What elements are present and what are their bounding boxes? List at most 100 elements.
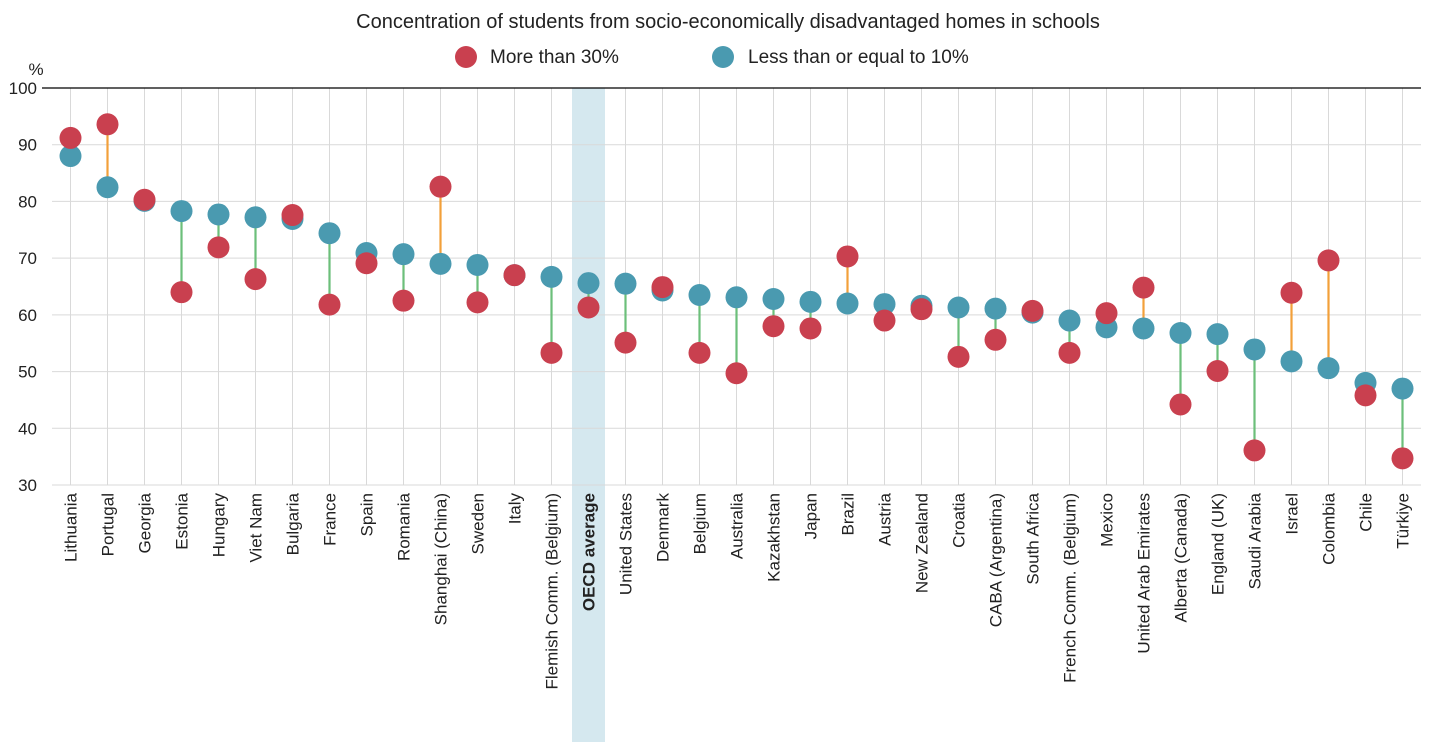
x-category-label: Australia xyxy=(728,492,747,559)
x-category-label: Austria xyxy=(876,492,895,545)
point-high-series xyxy=(947,345,970,368)
point-low-series xyxy=(984,297,1007,320)
point-low-series xyxy=(96,176,119,199)
point-high-series xyxy=(244,268,267,291)
x-category-label: Estonia xyxy=(173,492,192,549)
y-tick-label: 70 xyxy=(18,249,37,268)
x-category-label: Hungary xyxy=(210,493,229,558)
point-high-series xyxy=(836,245,859,268)
point-high-series xyxy=(1206,360,1229,383)
x-category-label: French Comm. (Belgium) xyxy=(1061,493,1080,683)
point-high-series xyxy=(96,113,119,136)
point-high-series xyxy=(1058,341,1081,364)
x-category-label: OECD average xyxy=(580,493,599,611)
x-category-label: Kazakhstan xyxy=(765,493,784,582)
x-category-label: Georgia xyxy=(136,492,155,553)
point-high-series xyxy=(1095,302,1118,325)
legend-label-low: Less than or equal to 10% xyxy=(748,47,969,68)
point-low-series xyxy=(1243,338,1266,361)
highlight-band xyxy=(572,88,605,742)
legend-label-high: More than 30% xyxy=(490,47,619,68)
x-category-label: Italy xyxy=(506,493,525,525)
point-low-series xyxy=(1132,317,1155,340)
point-low-series xyxy=(836,292,859,315)
x-category-label: Portugal xyxy=(99,493,118,556)
point-high-series xyxy=(133,188,156,211)
point-high-series xyxy=(540,341,563,364)
point-high-series xyxy=(318,293,341,316)
point-high-series xyxy=(1169,393,1192,416)
point-low-series xyxy=(244,206,267,229)
x-category-label: Brazil xyxy=(839,493,858,536)
legend-marker-high xyxy=(455,46,477,68)
point-high-series xyxy=(1021,299,1044,322)
x-category-label: Türkiye xyxy=(1394,493,1413,549)
x-category-label: Spain xyxy=(358,493,377,536)
point-high-series xyxy=(429,175,452,198)
point-low-series xyxy=(688,284,711,307)
point-high-series xyxy=(1243,439,1266,462)
point-low-series xyxy=(318,222,341,245)
point-high-series xyxy=(1354,384,1377,407)
point-low-series xyxy=(466,253,489,276)
point-low-series xyxy=(1391,377,1414,400)
point-high-series xyxy=(466,291,489,314)
point-low-series xyxy=(1317,357,1340,380)
x-category-label: South Africa xyxy=(1024,492,1043,584)
point-high-series xyxy=(1317,249,1340,272)
point-high-series xyxy=(59,126,82,149)
point-low-series xyxy=(725,286,748,309)
y-tick-label: 50 xyxy=(18,363,37,382)
y-tick-label: 40 xyxy=(18,419,37,438)
chart-title: Concentration of students from socio-eco… xyxy=(356,11,1100,33)
x-category-label: Viet Nam xyxy=(247,493,266,563)
x-category-label: Croatia xyxy=(950,492,969,547)
x-category-label: Sweden xyxy=(469,493,488,554)
x-category-label: Denmark xyxy=(654,493,673,562)
x-category-label: Shanghai (China) xyxy=(432,493,451,625)
y-tick-label: 90 xyxy=(18,136,37,155)
point-low-series xyxy=(207,203,230,226)
point-high-series xyxy=(762,315,785,338)
point-low-series xyxy=(170,200,193,223)
x-category-label: Chile xyxy=(1357,493,1376,532)
x-category-label: Mexico xyxy=(1098,493,1117,547)
x-category-label: France xyxy=(321,493,340,546)
x-category-label: Romania xyxy=(395,492,414,561)
point-low-series xyxy=(614,272,637,295)
y-tick-label: 30 xyxy=(18,476,37,495)
point-high-series xyxy=(799,317,822,340)
x-category-label: Israel xyxy=(1283,493,1302,535)
point-high-series xyxy=(281,204,304,227)
point-low-series xyxy=(873,293,896,316)
point-high-series xyxy=(170,281,193,304)
legend-marker-low xyxy=(712,46,734,68)
point-low-series xyxy=(1058,309,1081,332)
y-tick-label: 100 xyxy=(9,79,37,98)
x-category-label: Bulgaria xyxy=(284,492,303,555)
x-category-label: United Arab Emirates xyxy=(1135,493,1154,654)
point-high-series xyxy=(725,362,748,385)
point-high-series xyxy=(688,341,711,364)
point-high-series xyxy=(355,252,378,275)
x-category-label: Lithuania xyxy=(62,492,81,562)
point-high-series xyxy=(392,289,415,312)
x-category-label: Saudi Arabia xyxy=(1246,492,1265,589)
point-high-series xyxy=(651,276,674,299)
point-low-series xyxy=(59,145,82,168)
point-high-series xyxy=(984,328,1007,351)
point-low-series xyxy=(392,243,415,266)
point-high-series xyxy=(1280,281,1303,304)
y-tick-label: 80 xyxy=(18,192,37,211)
point-low-series xyxy=(577,272,600,295)
x-category-label: CABA (Argentina) xyxy=(987,493,1006,627)
point-low-series xyxy=(1206,323,1229,346)
point-low-series xyxy=(947,296,970,319)
point-high-series xyxy=(503,264,526,287)
point-high-series xyxy=(614,331,637,354)
point-low-series xyxy=(429,252,452,275)
point-high-series xyxy=(1132,276,1155,299)
y-axis-unit-label: % xyxy=(28,60,43,79)
